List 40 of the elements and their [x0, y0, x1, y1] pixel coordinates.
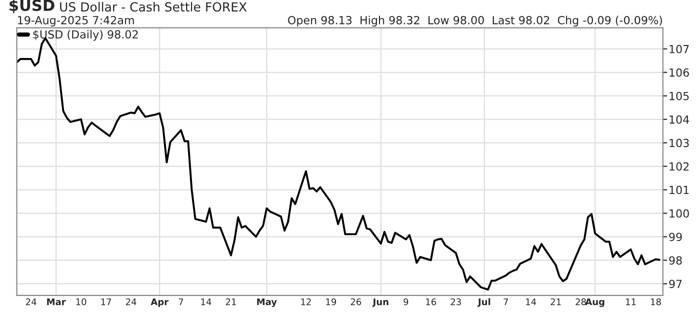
y-tick-label: 105: [670, 92, 689, 100]
x-tick-label: 10: [76, 298, 86, 306]
y-tick-label: 103: [670, 138, 689, 148]
chart-subtitle: US Dollar - Cash Settle FOREX: [60, 2, 247, 12]
x-tick-label: Mar: [47, 298, 66, 306]
y-tick-label: 106: [670, 68, 689, 77]
x-tick-label: 14: [201, 298, 212, 306]
y-tick-label: 102: [670, 162, 689, 171]
x-tick-label: Apr: [150, 298, 169, 307]
x-tick-label: 21: [550, 298, 561, 306]
x-tick-label: 7: [504, 298, 508, 306]
x-tick-label: 18: [651, 298, 661, 306]
x-tick-label: May: [257, 298, 277, 307]
y-tick-label: 97: [669, 280, 682, 288]
x-tick-label: 9: [404, 298, 408, 306]
legend-label: $USD (Daily) 98.02: [33, 30, 138, 41]
x-tick-label: Aug: [585, 298, 604, 307]
x-tick-label: 12: [301, 298, 311, 306]
x-tick-label: 16: [426, 298, 436, 306]
x-tick-label: 26: [350, 298, 362, 306]
y-tick-label: 99: [669, 232, 682, 242]
x-tick-label: 24: [126, 298, 136, 306]
y-tick-label: 104: [670, 115, 690, 124]
x-tick-label: 14: [526, 298, 536, 306]
x-tick-label: Jun: [372, 298, 388, 307]
text: Open 98.13 High 98.32 Low 98.00 Last 98.02 Chg -0.09 (-0.09%): [288, 16, 662, 27]
y-tick-label: 100: [670, 209, 689, 218]
y-tick-label: 101: [670, 186, 689, 194]
y-tick-label: 98: [669, 256, 682, 265]
text: 19-Aug-2025 7:42am: [18, 16, 134, 27]
x-tick-label: 28: [576, 298, 586, 306]
x-tick-label: 11: [626, 298, 636, 306]
x-tick-label: 19: [326, 298, 336, 306]
x-tick-label: 21: [226, 298, 236, 306]
x-tick-label: 23: [450, 298, 461, 306]
x-tick-label: Jul: [477, 298, 490, 307]
y-tick-label: 107: [670, 44, 689, 54]
x-tick-label: 17: [101, 298, 112, 306]
x-tick-label: 7: [178, 298, 184, 306]
x-tick-label: 24: [26, 298, 36, 306]
